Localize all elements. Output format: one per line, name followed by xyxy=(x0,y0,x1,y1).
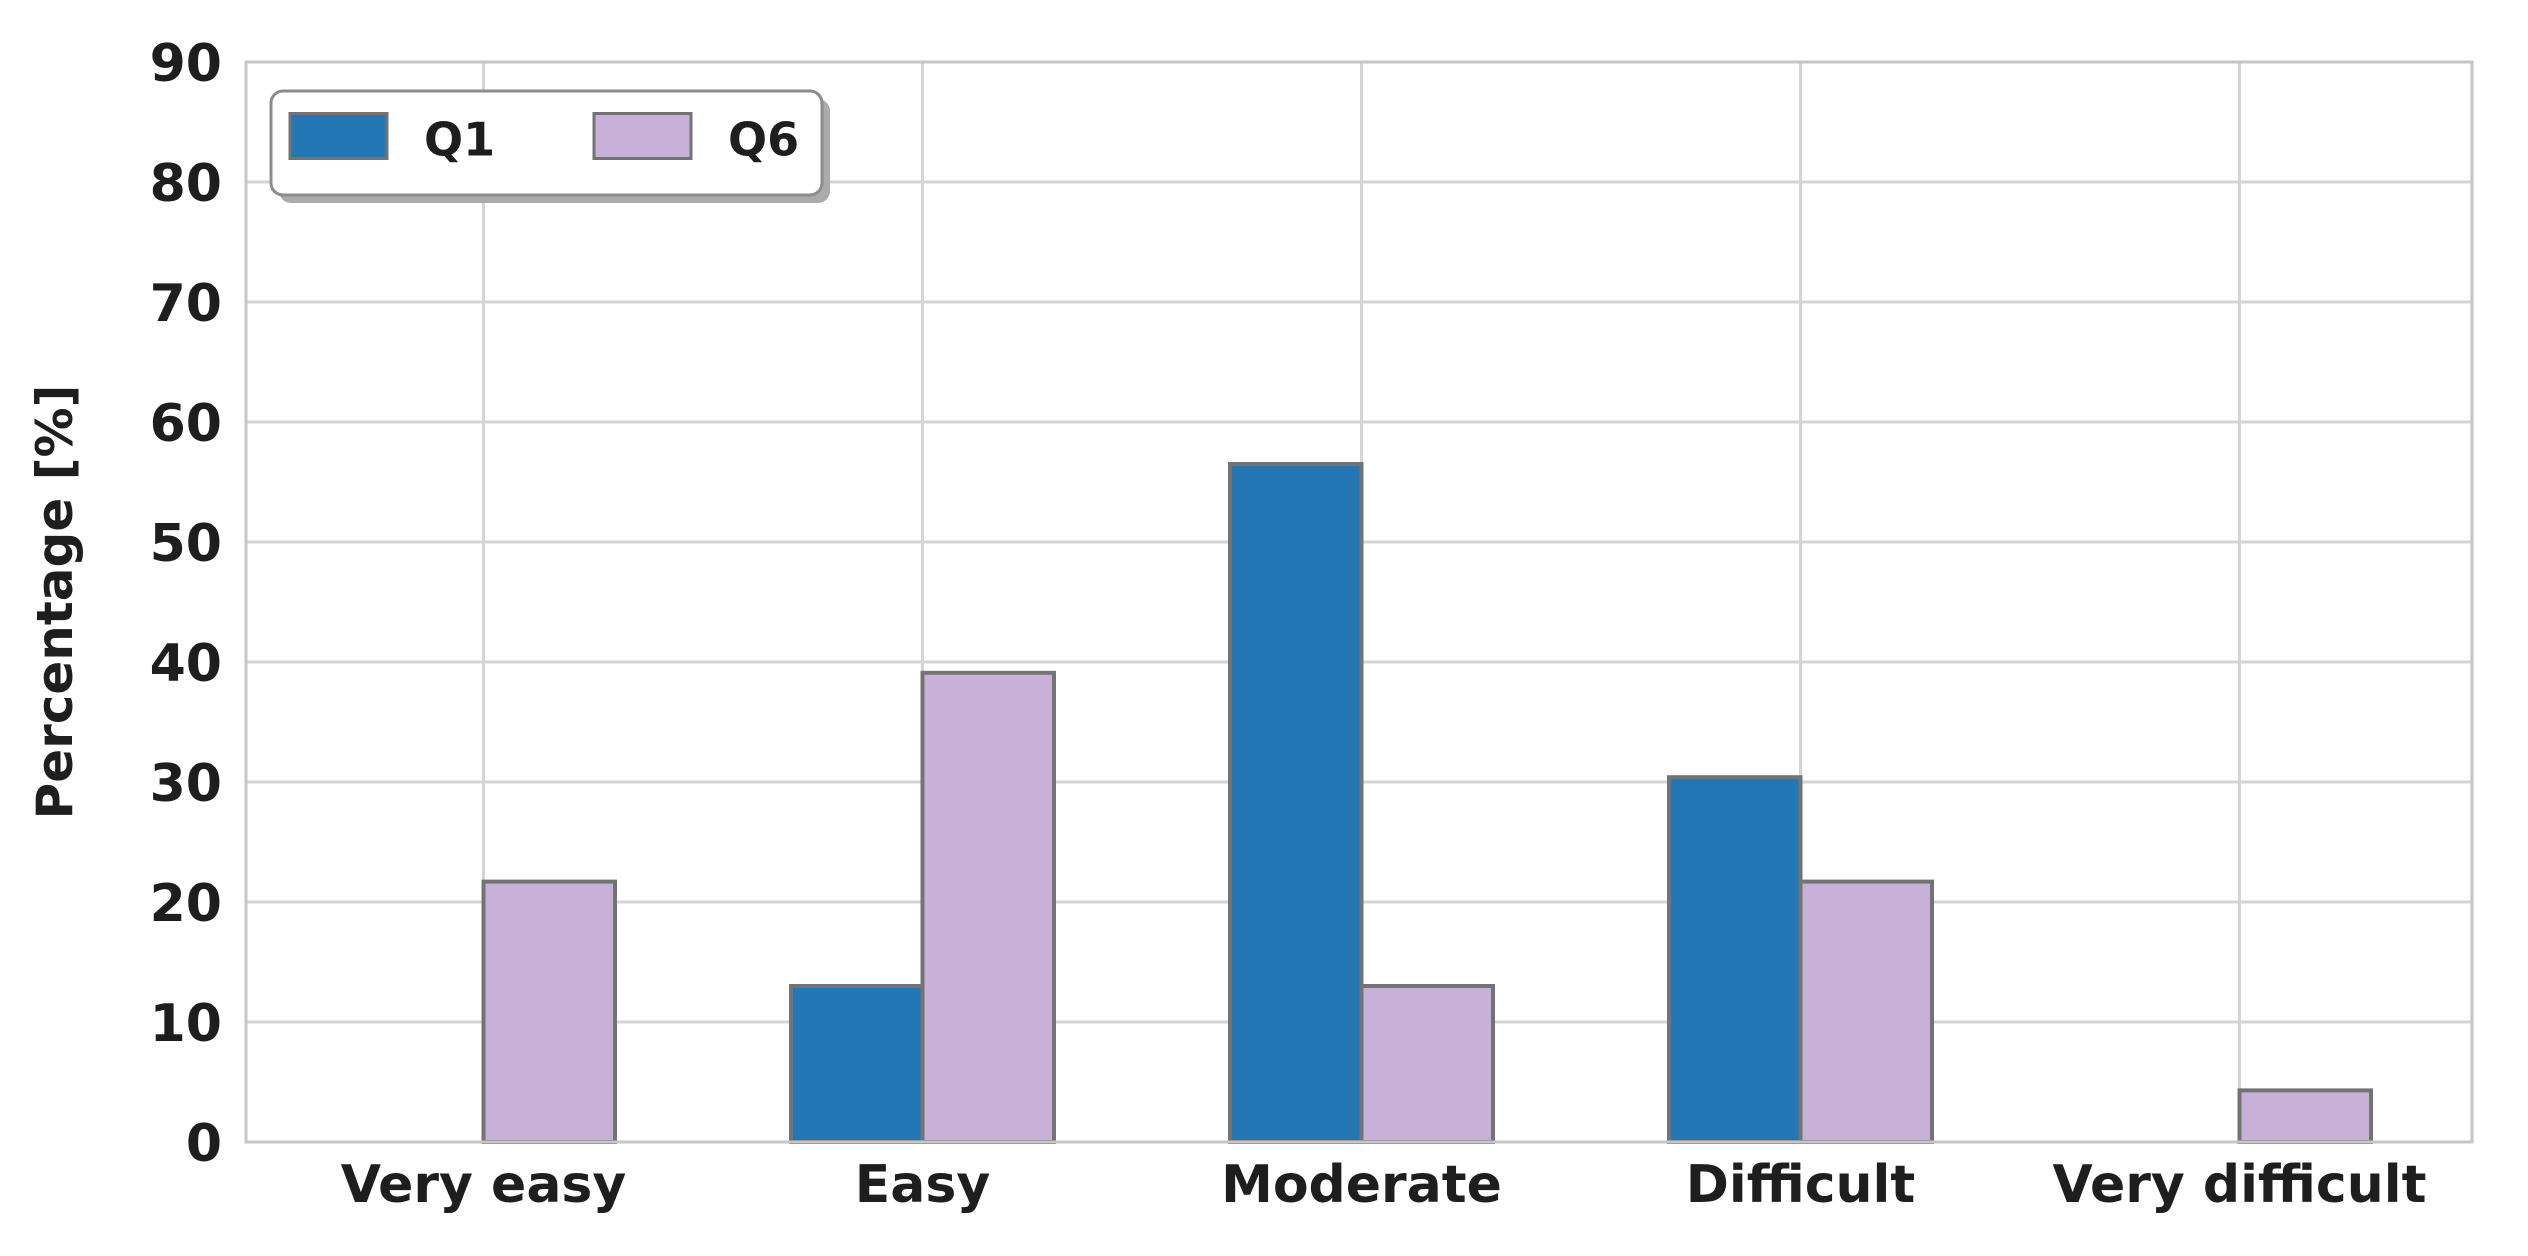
bar-q1-easy xyxy=(789,984,925,1144)
y-tick-label-60: 60 xyxy=(150,394,222,454)
legend-swatch-q1 xyxy=(288,112,389,160)
bar-q6-very-difficult xyxy=(2237,1088,2373,1145)
bar-q1-moderate xyxy=(1228,462,1364,1144)
x-tick-label-difficult: Difficult xyxy=(1686,1155,1916,1215)
y-tick-label-30: 30 xyxy=(150,754,222,814)
bar-q6-difficult xyxy=(1798,879,1934,1144)
y-tick-label-0: 0 xyxy=(186,1114,222,1174)
y-tick-label-50: 50 xyxy=(150,514,222,574)
plot-border xyxy=(244,60,2474,1144)
x-tick-label-easy: Easy xyxy=(855,1155,990,1215)
legend-label-q1: Q1 xyxy=(424,113,495,167)
x-tick-label-very-difficult: Very difficult xyxy=(2053,1155,2427,1215)
y-tick-label-80: 80 xyxy=(150,154,222,214)
y-tick-label-20: 20 xyxy=(150,874,222,934)
bar-q6-moderate xyxy=(1359,984,1495,1144)
x-tick-label-very-easy: Very easy xyxy=(341,1155,627,1215)
bar-q6-very-easy xyxy=(481,879,617,1144)
legend-label-q6: Q6 xyxy=(728,113,799,167)
y-tick-label-10: 10 xyxy=(150,994,222,1054)
y-tick-label-40: 40 xyxy=(150,634,222,694)
x-tick-label-moderate: Moderate xyxy=(1221,1155,1502,1215)
bar-q6-easy xyxy=(920,670,1056,1144)
bar-q1-difficult xyxy=(1667,775,1803,1144)
legend-swatch-q6 xyxy=(592,112,693,160)
y-tick-label-70: 70 xyxy=(150,274,222,334)
y-axis-label: Percentage [%] xyxy=(26,385,84,820)
y-tick-label-90: 90 xyxy=(150,34,222,94)
